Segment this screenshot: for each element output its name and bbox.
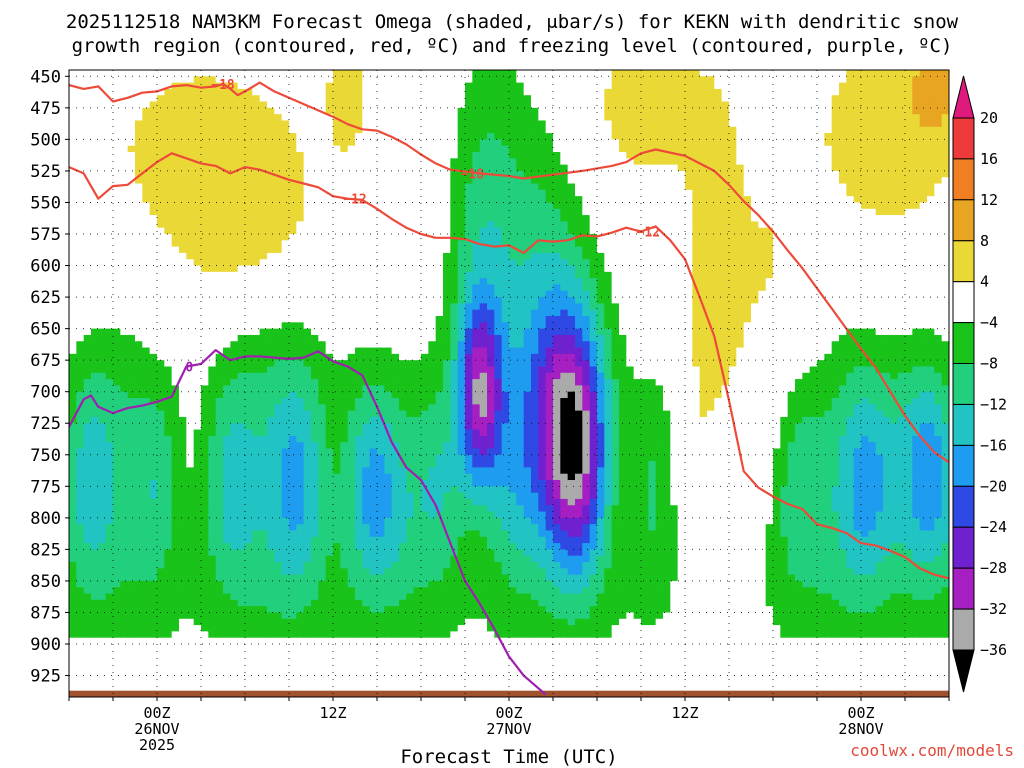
x-tick-label: 26NOV: [134, 720, 179, 738]
y-tick-label: 625: [30, 288, 61, 308]
colorbar-swatch: [952, 363, 975, 405]
colorbar-swatch: [952, 158, 975, 201]
colorbar-label: 8: [980, 232, 989, 250]
colorbar-label: 12: [980, 191, 998, 209]
y-tick-label: 675: [30, 351, 61, 371]
y-tick-label: 900: [30, 635, 61, 655]
y-tick-label: 750: [30, 446, 61, 466]
colorbar-label: −12: [980, 396, 1007, 414]
y-tick-label: 500: [30, 130, 61, 150]
dgz-upper-label: −18: [211, 78, 235, 93]
freezing-level-label: 0: [185, 361, 193, 376]
colorbar-swatch: [952, 444, 975, 487]
colorbar-label: −8: [980, 355, 998, 373]
colorbar-swatch: [952, 117, 975, 160]
colorbar-label: 16: [980, 150, 998, 168]
colorbar-label: −36: [980, 641, 1007, 659]
dgz-lower-label: −12: [343, 193, 366, 208]
y-tick-label: 775: [30, 477, 61, 497]
x-tick-label: 2025: [139, 736, 175, 754]
x-tick-label: 00Z: [143, 704, 170, 722]
chart-title-line1: 2025112518 NAM3KM Forecast Omega (shaded…: [66, 11, 959, 33]
y-tick-label: 700: [30, 383, 61, 403]
colorbar-swatch: [952, 485, 975, 528]
y-tick-label: 575: [30, 225, 61, 245]
colorbar-label: −16: [980, 436, 1007, 454]
colorbar-swatch: [952, 567, 975, 610]
y-tick-label: 650: [30, 320, 61, 340]
colorbar-label: −28: [980, 559, 1007, 577]
colorbar-swatch: [952, 199, 975, 242]
colorbar-swatch: [952, 608, 975, 651]
x-axis-title: Forecast Time (UTC): [400, 746, 617, 768]
y-tick-label: 450: [30, 67, 61, 87]
y-axis: 450 475 500 525 550 575 600 625 650 675 700 725 750 7…: [30, 67, 69, 687]
dgz-upper-contour: [69, 81, 949, 464]
credit-link[interactable]: coolwx.com/models: [850, 741, 1014, 760]
y-tick-label: 800: [30, 509, 61, 529]
colorbar-swatch: [952, 404, 975, 446]
dgz-lower-label: −12: [637, 226, 660, 241]
dgz-upper-label: −18: [461, 167, 485, 182]
x-tick-label: 00Z: [847, 704, 874, 722]
colorbar-label: −4: [980, 314, 998, 332]
y-tick-label: 825: [30, 540, 61, 560]
y-tick-label: 525: [30, 162, 61, 182]
colorbar-max-arrow: [952, 75, 975, 119]
y-tick-label: 850: [30, 572, 61, 592]
x-tick-label: 12Z: [319, 704, 346, 722]
colorbar-label: 20: [980, 109, 998, 127]
y-tick-label: 875: [30, 604, 61, 624]
colorbar-swatch: [952, 526, 975, 569]
x-tick-label: 28NOV: [838, 720, 883, 738]
y-tick-label: 725: [30, 414, 61, 434]
x-tick-label: 00Z: [495, 704, 522, 722]
y-tick-label: 475: [30, 99, 61, 119]
colorbar-label: 4: [980, 273, 989, 291]
x-tick-label: 27NOV: [486, 720, 531, 738]
y-tick-label: 925: [30, 667, 61, 687]
colorbar: 20 16 12 8 4 −4 −8 −12 −16 −20 −24 −28 −32 −36: [952, 75, 1007, 693]
colorbar-label: −32: [980, 600, 1007, 618]
colorbar-swatch: [952, 240, 975, 283]
colorbar-swatch: [952, 322, 975, 365]
colorbar-label: −24: [980, 518, 1007, 536]
y-tick-label: 600: [30, 257, 61, 277]
colorbar-min-arrow: [952, 649, 975, 693]
x-tick-label: 12Z: [671, 704, 698, 722]
colorbar-swatch: [952, 281, 975, 324]
freezing-level-contour: [69, 349, 547, 696]
chart-title-line2: growth region (contoured, red, ºC) and f…: [72, 35, 953, 57]
y-tick-label: 550: [30, 194, 61, 214]
colorbar-label: −20: [980, 477, 1007, 495]
